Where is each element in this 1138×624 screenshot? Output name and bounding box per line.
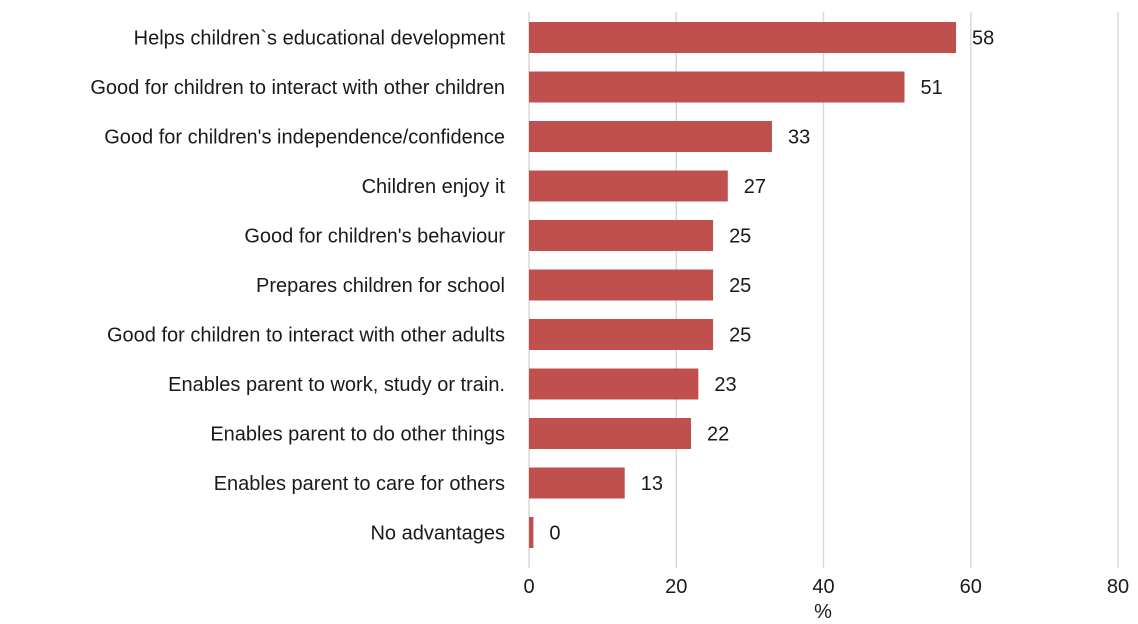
x-tick-label: 80 bbox=[1107, 576, 1129, 598]
data-label: 22 bbox=[707, 424, 729, 446]
category-label: Prepares children for school bbox=[256, 275, 505, 297]
data-labels: 58 51 33 27 25 25 25 23 22 13 0 bbox=[549, 28, 994, 545]
x-tick-label: 40 bbox=[812, 576, 834, 598]
x-tick-label: 0 bbox=[523, 576, 534, 598]
bars bbox=[529, 22, 957, 548]
x-tick-label: 60 bbox=[960, 576, 982, 598]
bar bbox=[529, 170, 728, 202]
category-label: Enables parent to do other things bbox=[210, 424, 505, 446]
data-label: 25 bbox=[729, 275, 751, 297]
category-label: Enables parent to care for others bbox=[214, 473, 505, 495]
x-axis-ticks: 0 20 40 60 80 bbox=[523, 576, 1129, 598]
data-label: 23 bbox=[714, 374, 736, 396]
bar bbox=[529, 368, 699, 400]
category-label: Enables parent to work, study or train. bbox=[168, 374, 505, 396]
bar bbox=[529, 319, 714, 350]
data-label: 27 bbox=[744, 176, 766, 198]
data-label: 13 bbox=[641, 473, 663, 495]
bar bbox=[529, 418, 691, 449]
x-tick-label: 20 bbox=[665, 576, 687, 598]
category-label: Good for children to interact with other… bbox=[90, 77, 505, 99]
data-label: 51 bbox=[920, 77, 942, 99]
data-label: 25 bbox=[729, 226, 751, 248]
category-label: Good for children's behaviour bbox=[244, 226, 505, 248]
data-label: 33 bbox=[788, 127, 810, 149]
bar bbox=[529, 22, 957, 53]
category-label: Children enjoy it bbox=[362, 176, 506, 198]
bar bbox=[529, 121, 772, 152]
bar bbox=[529, 71, 905, 103]
bar bbox=[529, 467, 625, 499]
category-label: Helps children`s educational development bbox=[134, 28, 506, 50]
category-label: No advantages bbox=[370, 523, 505, 545]
data-label: 25 bbox=[729, 325, 751, 347]
category-label: Good for children to interact with other… bbox=[107, 325, 505, 347]
category-labels: Helps children`s educational development… bbox=[90, 28, 505, 545]
data-label: 58 bbox=[972, 28, 994, 50]
category-label: Good for children's independence/confide… bbox=[104, 127, 505, 149]
bar bbox=[529, 220, 714, 251]
x-axis-title: % bbox=[814, 601, 832, 623]
data-label: 0 bbox=[549, 523, 560, 545]
bar bbox=[529, 269, 714, 301]
bar bbox=[529, 517, 534, 548]
